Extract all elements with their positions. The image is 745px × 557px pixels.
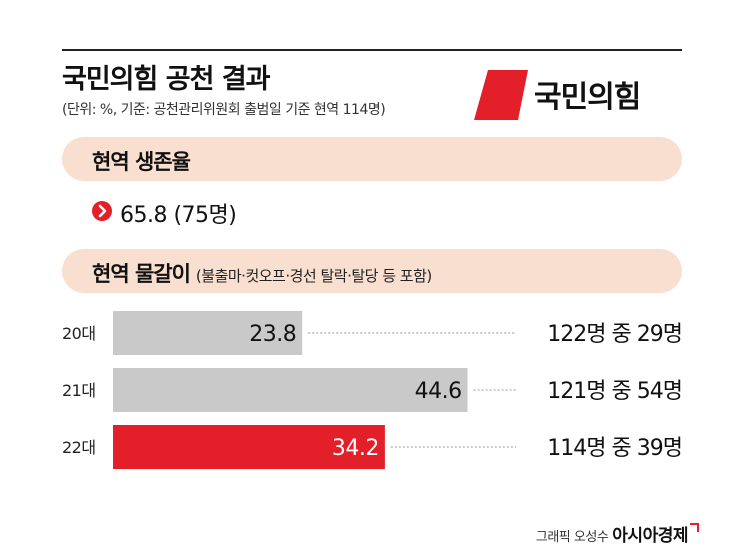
- party-logo-text: 국민의힘: [534, 80, 641, 115]
- replacement-note: (불출마·컷오프·경선 탈락·탈당 등 포함): [195, 267, 432, 285]
- survival-rate-value: 65.8 (75명): [120, 203, 237, 228]
- replacement-section-band: 현역 물갈이 (불출마·컷오프·경선 탈락·탈당 등 포함): [62, 249, 682, 293]
- bar-value-label: 44.6: [415, 379, 462, 404]
- replacement-section-label: 현역 물갈이 (불출마·컷오프·경선 탈락·탈당 등 포함): [92, 258, 432, 288]
- survival-section-label: 현역 생존율: [92, 150, 191, 174]
- credit-byline: 그래픽 오성수: [535, 530, 609, 545]
- category-label: 22대: [62, 438, 96, 457]
- brand-mark-icon: [690, 523, 699, 532]
- bar: [113, 368, 468, 412]
- chart-subtitle: (단위: %, 기준: 공천관리위원회 출범일 기준 현역 114명): [62, 102, 386, 118]
- category-label: 21대: [62, 381, 96, 400]
- chart-title: 국민의힘 공천 결과: [62, 64, 271, 95]
- bar: [113, 311, 303, 355]
- bar-value-label: 34.2: [332, 436, 379, 461]
- survival-section-band: 현역 생존율: [62, 137, 682, 181]
- bar-annotation: 121명 중 54명: [547, 379, 682, 404]
- bar-annotation: 122명 중 29명: [547, 322, 682, 347]
- bar: [113, 425, 385, 469]
- replacement-label: 현역 물갈이: [92, 262, 191, 286]
- arrow-right-icon: [92, 201, 112, 221]
- party-logo-mark-icon: [474, 70, 528, 120]
- credit: 그래픽 오성수 아시아경제: [536, 521, 699, 546]
- credit-brand: 아시아경제: [612, 526, 688, 546]
- top-rule: [62, 49, 682, 51]
- bar-annotation: 114명 중 39명: [547, 436, 682, 461]
- category-label: 20대: [62, 324, 96, 343]
- party-logo: 국민의힘: [474, 66, 684, 122]
- bar-value-label: 23.8: [249, 322, 296, 347]
